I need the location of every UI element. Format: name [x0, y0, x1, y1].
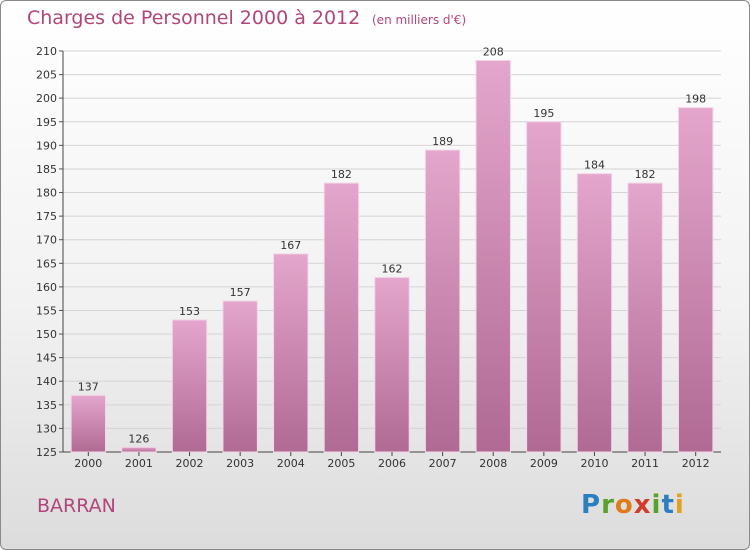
y-tick-label: 175	[36, 210, 57, 223]
chart-unit: (en milliers d'€)	[372, 13, 467, 27]
chart-title: Charges de Personnel 2000 à 2012	[27, 7, 361, 29]
data-label: 162	[382, 262, 403, 275]
y-tick-label: 135	[36, 399, 57, 412]
logo-letter: i	[651, 490, 662, 520]
y-tick-label: 170	[36, 234, 57, 247]
bar-2000	[70, 394, 107, 453]
x-tick-label: 2007	[429, 457, 457, 470]
logo-letter: o	[614, 490, 634, 520]
bar-2007	[424, 149, 461, 453]
y-tick-label: 130	[36, 422, 57, 435]
data-label: 153	[179, 305, 200, 318]
y-tick-label: 150	[36, 328, 57, 341]
data-label: 126	[128, 432, 149, 445]
y-tick-label: 155	[36, 304, 57, 317]
x-tick-label: 2011	[631, 457, 659, 470]
bar-2006	[374, 276, 410, 453]
data-label: 137	[78, 380, 99, 393]
data-label: 182	[331, 168, 352, 181]
x-tick-label: 2010	[580, 457, 608, 470]
data-label: 184	[584, 159, 605, 172]
commune-name: BARRAN	[37, 495, 116, 517]
y-tick-label: 210	[36, 45, 57, 58]
bar-2012	[677, 107, 714, 453]
logo-letter: i	[674, 490, 685, 520]
bar-2008	[475, 59, 511, 453]
proxiti-logo: Proxiti	[581, 490, 685, 520]
data-label: 198	[685, 93, 706, 106]
x-tick-label: 2003	[226, 457, 254, 470]
x-tick-label: 2009	[530, 457, 558, 470]
y-tick-label: 190	[36, 139, 57, 152]
y-tick-label: 200	[36, 92, 57, 105]
bar-2003	[222, 300, 258, 453]
y-tick-label: 180	[36, 187, 57, 200]
x-tick-label: 2001	[125, 457, 153, 470]
x-tick-label: 2004	[277, 457, 305, 470]
data-label: 157	[230, 286, 251, 299]
bar-2011	[627, 182, 663, 453]
x-tick-label: 2000	[74, 457, 102, 470]
x-tick-label: 2008	[479, 457, 507, 470]
x-tick-label: 2012	[682, 457, 710, 470]
y-tick-label: 145	[36, 352, 57, 365]
bar-2009	[526, 121, 562, 453]
logo-letter: t	[661, 490, 675, 520]
y-tick-label: 140	[36, 375, 57, 388]
y-tick-label: 205	[36, 69, 57, 82]
bar-2010	[576, 173, 613, 453]
data-label: 189	[432, 135, 453, 148]
bar-2004	[273, 253, 309, 453]
x-tick-label: 2002	[176, 457, 204, 470]
data-label: 195	[533, 107, 554, 120]
y-tick-label: 165	[36, 257, 57, 270]
logo-letter: r	[601, 490, 615, 520]
logo-letter: P	[581, 490, 602, 520]
y-tick-label: 125	[36, 446, 57, 459]
logo-letter: x	[633, 490, 652, 520]
bar-2001	[121, 446, 157, 453]
x-tick-label: 2006	[378, 457, 406, 470]
x-tick-label: 2005	[327, 457, 355, 470]
y-tick-label: 195	[36, 116, 57, 129]
y-tick-label: 160	[36, 281, 57, 294]
bar-2002	[171, 319, 208, 453]
data-label: 167	[280, 239, 301, 252]
data-label: 208	[483, 45, 504, 58]
y-tick-label: 185	[36, 163, 57, 176]
bar-2005	[323, 182, 360, 453]
data-label: 182	[635, 168, 656, 181]
